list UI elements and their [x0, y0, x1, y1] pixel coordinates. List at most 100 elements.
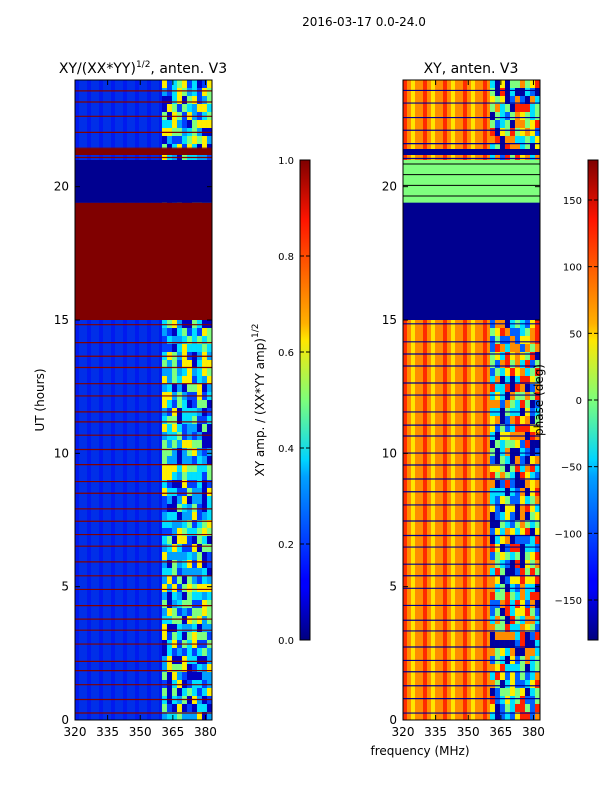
- noise-cell: [514, 344, 520, 352]
- noise-cell: [489, 352, 495, 360]
- noise-cell: [504, 512, 510, 520]
- noise-cell: [539, 624, 540, 632]
- noise-cell: [191, 472, 197, 480]
- noise-cell: [499, 400, 505, 408]
- noise-cell: [161, 616, 167, 624]
- noise-cell: [211, 208, 212, 216]
- noise-cell: [539, 136, 540, 144]
- noise-cell: [539, 152, 540, 160]
- noise-cell: [166, 496, 172, 504]
- noise-cell: [499, 664, 505, 672]
- noise-cell: [509, 96, 515, 104]
- noise-cell: [504, 136, 510, 144]
- noise-cell: [191, 464, 197, 472]
- noise-cell: [166, 432, 172, 440]
- noise-cell: [499, 544, 505, 552]
- noise-cell: [206, 584, 212, 592]
- noise-cell: [191, 576, 197, 584]
- freq-stripe: [83, 80, 87, 720]
- noise-cell: [161, 88, 167, 96]
- cb-tick-label: 0.8: [278, 252, 294, 263]
- noise-cell: [529, 80, 535, 88]
- noise-cell: [206, 456, 212, 464]
- noise-cell: [504, 424, 510, 432]
- noise-cell: [504, 360, 510, 368]
- noise-cell: [181, 80, 187, 88]
- noise-cell: [504, 96, 510, 104]
- noise-cell: [509, 384, 515, 392]
- noise-cell: [504, 440, 510, 448]
- noise-cell: [166, 360, 172, 368]
- noise-cell: [519, 328, 525, 336]
- noise-cell: [509, 88, 515, 96]
- noise-cell: [211, 704, 212, 712]
- noise-cell: [206, 464, 212, 472]
- noise-cell: [181, 504, 187, 512]
- noise-cell: [201, 80, 207, 88]
- noise-cell: [489, 376, 495, 384]
- noise-cell: [534, 696, 540, 704]
- noise-cell: [509, 120, 515, 128]
- noise-cell: [191, 328, 197, 336]
- noise-cell: [171, 504, 177, 512]
- noise-cell: [201, 400, 207, 408]
- noise-cell: [524, 512, 530, 520]
- cb-tick-label: 150: [563, 196, 582, 207]
- noise-cell: [211, 160, 212, 168]
- noise-cell: [196, 360, 202, 368]
- noise-cell: [196, 416, 202, 424]
- x-tick-label: 335: [96, 725, 119, 739]
- noise-cell: [211, 80, 212, 88]
- x-tick-label: 335: [424, 725, 447, 739]
- noise-cell: [171, 400, 177, 408]
- noise-cell: [211, 432, 212, 440]
- noise-cell: [494, 112, 500, 120]
- amp-axes-frame: [74, 79, 213, 721]
- noise-cell: [539, 88, 540, 96]
- noise-cell: [211, 400, 212, 408]
- noise-cell: [529, 592, 535, 600]
- noise-cell: [196, 384, 202, 392]
- noise-cell: [191, 488, 197, 496]
- noise-cell: [504, 632, 510, 640]
- noise-cell: [494, 504, 500, 512]
- noise-cell: [201, 592, 207, 600]
- noise-cell: [529, 600, 535, 608]
- noise-cell: [509, 640, 515, 648]
- noise-cell: [524, 136, 530, 144]
- noise-cell: [499, 608, 505, 616]
- freq-stripe: [123, 80, 127, 720]
- noise-cell: [161, 656, 167, 664]
- noise-cell: [176, 344, 182, 352]
- noise-cell: [534, 472, 540, 480]
- noise-cell: [191, 480, 197, 488]
- noise-cell: [211, 576, 212, 584]
- noise-cell: [171, 536, 177, 544]
- noise-cell: [201, 456, 207, 464]
- noise-cell: [489, 440, 495, 448]
- noise-cell: [534, 152, 540, 160]
- noise-cell: [494, 344, 500, 352]
- noise-cell: [181, 360, 187, 368]
- noise-cell: [509, 376, 515, 384]
- noise-cell: [191, 712, 197, 720]
- noise-cell: [494, 352, 500, 360]
- noise-cell: [166, 336, 172, 344]
- noise-cell: [181, 536, 187, 544]
- noise-cell: [509, 328, 515, 336]
- noise-cell: [196, 656, 202, 664]
- noise-cell: [539, 456, 540, 464]
- noise-cell: [534, 528, 540, 536]
- noise-cell: [524, 128, 530, 136]
- noise-cell: [161, 456, 167, 464]
- noise-cell: [519, 136, 525, 144]
- noise-cell: [514, 416, 520, 424]
- noise-cell: [171, 336, 177, 344]
- noise-cell: [504, 568, 510, 576]
- noise-cell: [201, 576, 207, 584]
- noise-cell: [509, 520, 515, 528]
- noise-cell: [534, 688, 540, 696]
- noise-cell: [499, 456, 505, 464]
- noise-cell: [191, 664, 197, 672]
- noise-cell: [161, 440, 167, 448]
